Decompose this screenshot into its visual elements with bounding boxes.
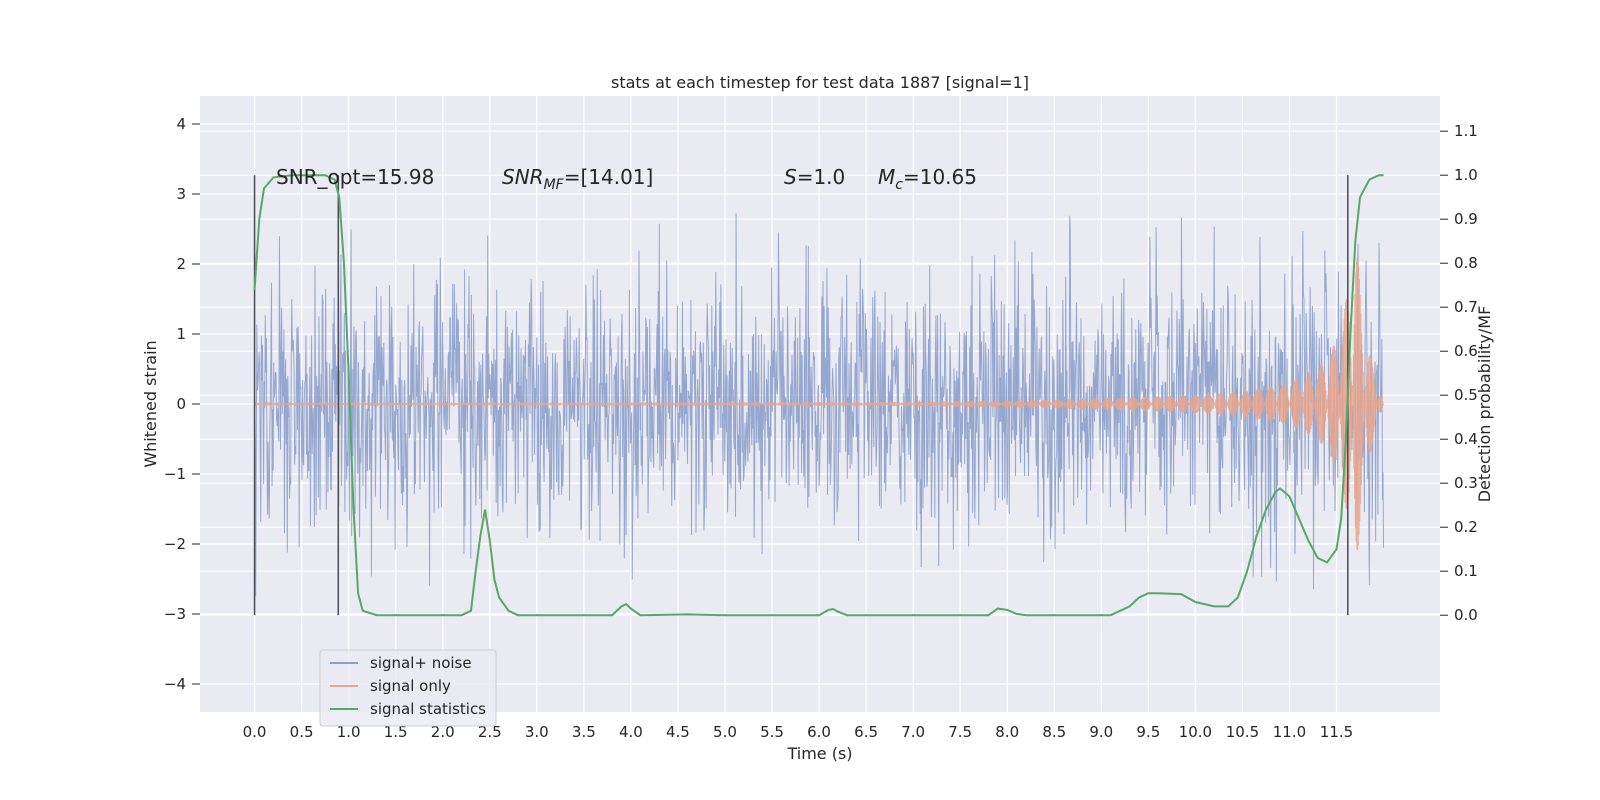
x-tick-label: 11.0 (1273, 723, 1306, 741)
x-tick-label: 2.0 (431, 723, 455, 741)
x-tick-label: 6.5 (854, 723, 878, 741)
x-tick-label: 2.5 (478, 723, 502, 741)
signal-only-line (254, 257, 1385, 551)
annotation-mc: Mc=10.65 (878, 165, 977, 193)
y-tick-label: −4 (164, 675, 186, 693)
x-tick-label: 6.0 (807, 723, 831, 741)
chart-title: stats at each timestep for test data 188… (611, 73, 1029, 92)
y-right-tick-label: 1.0 (1454, 166, 1478, 184)
y-right-tick-label: 0.9 (1454, 210, 1478, 228)
y-right-tick-label: 0.0 (1454, 606, 1478, 624)
y-tick-label: −3 (164, 605, 186, 623)
x-tick-label: 4.0 (619, 723, 643, 741)
legend-label-signal-only: signal only (370, 677, 451, 695)
x-axis-label: Time (s) (786, 744, 852, 763)
x-tick-label: 8.0 (995, 723, 1019, 741)
annotation-snr-opt: SNR_opt=15.98 (276, 165, 434, 189)
x-tick-label: 1.0 (337, 723, 361, 741)
signal-only-series (254, 257, 1385, 551)
y-right-tick-label: 1.1 (1454, 122, 1478, 140)
y-right-tick-label: 0.1 (1454, 562, 1478, 580)
x-tick-label: 0.5 (290, 723, 314, 741)
x-tick-label: 10.0 (1179, 723, 1212, 741)
y-ticks-left: 4 3 2 1 0 −1 −2 −3 −4 (164, 115, 200, 693)
y-right-tick-label: 0.3 (1454, 474, 1478, 492)
x-tick-label: 5.5 (760, 723, 784, 741)
x-tick-label: 4.5 (666, 723, 690, 741)
annotation-snr-mf: SNRMF=[14.01] (502, 165, 653, 193)
legend: signal+ noise signal only signal statist… (319, 649, 497, 727)
x-tick-label: 9.5 (1136, 723, 1160, 741)
y-right-tick-label: 0.8 (1454, 254, 1478, 272)
x-tick-label: 7.5 (948, 723, 972, 741)
y-ticks-right: 1.1 1.0 0.9 0.8 0.7 0.6 0.5 0.4 0.3 0.2 0.1 0.0 (1440, 122, 1478, 624)
x-tick-label: 10.5 (1226, 723, 1259, 741)
x-tick-label: 5.0 (713, 723, 737, 741)
y-axis-label-right: Detection probability/MF (1475, 306, 1494, 503)
y-right-tick-label: 0.7 (1454, 298, 1478, 316)
x-tick-label: 3.5 (572, 723, 596, 741)
y-axis-label-left: Whitened strain (141, 340, 160, 467)
y-tick-label: 2 (176, 255, 186, 273)
y-tick-label: 0 (176, 395, 186, 413)
x-tick-label: 1.5 (384, 723, 408, 741)
y-tick-label: 3 (176, 185, 186, 203)
y-tick-label: 4 (176, 115, 186, 133)
x-tick-label: 11.5 (1320, 723, 1353, 741)
y-tick-label: 1 (176, 325, 186, 343)
legend-label-signal-statistics: signal statistics (370, 700, 486, 718)
x-tick-label: 8.5 (1042, 723, 1066, 741)
y-right-tick-label: 0.6 (1454, 342, 1478, 360)
y-right-tick-label: 0.5 (1454, 386, 1478, 404)
annotation-s: S=1.0 (784, 165, 845, 189)
y-tick-label: −1 (164, 465, 186, 483)
x-ticks: 0.0 0.5 1.0 1.5 2.0 2.5 3.0 3.5 4.0 4.5 5.0 5.5 6.0 6… (243, 723, 1354, 741)
x-tick-label: 9.0 (1089, 723, 1113, 741)
y-right-tick-label: 0.4 (1454, 430, 1478, 448)
y-tick-label: −2 (164, 535, 186, 553)
y-right-tick-label: 0.2 (1454, 518, 1478, 536)
signal-statistics-line (253, 174, 1384, 617)
x-tick-label: 7.0 (901, 723, 925, 741)
legend-label-signal-noise: signal+ noise (370, 654, 472, 672)
x-tick-label: 0.0 (243, 723, 267, 741)
legend-box (319, 649, 497, 727)
x-tick-label: 3.0 (525, 723, 549, 741)
